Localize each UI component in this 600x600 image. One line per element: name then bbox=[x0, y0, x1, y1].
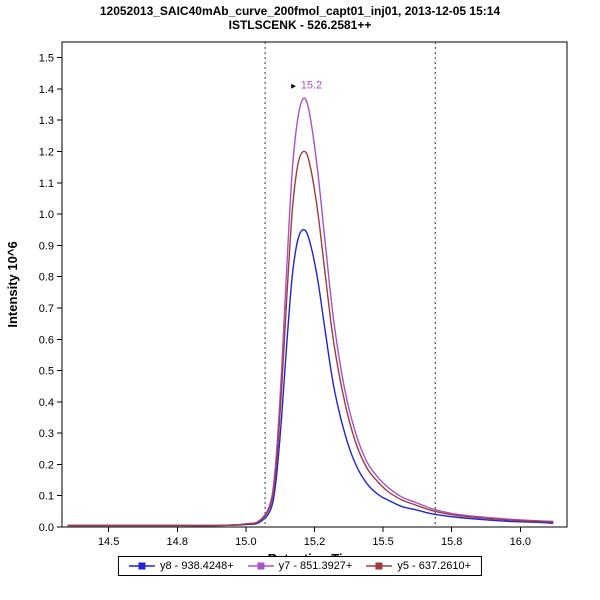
x-tick-label: 15.0 bbox=[235, 536, 256, 548]
x-tick-label: 15.2 bbox=[304, 536, 325, 548]
y-tick-label: 1.3 bbox=[39, 115, 54, 127]
y-tick-label: 0.3 bbox=[39, 428, 54, 440]
y-tick-label: 0.4 bbox=[39, 397, 54, 409]
y-axis-label: Intensity 10^6 bbox=[5, 241, 20, 327]
legend-item-label: y7 - 851.3927+ bbox=[278, 560, 353, 572]
legend-item: y7 - 851.3927+ bbox=[247, 560, 353, 572]
chart-title-line1: 12052013_SAIC40mAb_curve_200fmol_capt01_… bbox=[99, 4, 501, 18]
x-tick-label: 16.0 bbox=[510, 536, 531, 548]
y-tick-label: 1.2 bbox=[39, 147, 54, 159]
series-trace-2 bbox=[67, 150, 554, 527]
y-tick-label: 0.6 bbox=[39, 334, 54, 346]
y-tick-label: 1.5 bbox=[39, 53, 54, 65]
id-triangle-icon: ► bbox=[290, 81, 298, 90]
y-tick-label: 0.2 bbox=[39, 459, 54, 471]
legend-box: y8 - 938.4248+ y7 - 851.3927+ y5 - 637.261… bbox=[117, 556, 483, 576]
legend-item: y5 - 637.2610+ bbox=[366, 560, 471, 572]
y-tick-label: 0.9 bbox=[39, 240, 54, 252]
x-tick-label: 15.5 bbox=[372, 536, 393, 548]
y-tick-label: 1.1 bbox=[39, 178, 54, 190]
y-tick-label: 0.0 bbox=[39, 522, 54, 534]
y-tick-label: 0.7 bbox=[39, 303, 54, 315]
x-tick-label: 14.8 bbox=[167, 536, 188, 548]
x-tick-label: 14.5 bbox=[98, 536, 119, 548]
y-tick-label: 1.0 bbox=[39, 209, 54, 221]
y-tick-label: 0.8 bbox=[39, 272, 54, 284]
y-tick-label: 0.5 bbox=[39, 366, 54, 378]
legend-marker-icon bbox=[247, 562, 274, 570]
legend-marker-icon bbox=[366, 562, 393, 570]
legend-item-label: y5 - 637.2610+ bbox=[397, 560, 472, 572]
legend-item-label: y8 - 938.4248+ bbox=[159, 560, 234, 572]
plot-frame[interactable] bbox=[61, 41, 568, 528]
y-tick-label: 0.1 bbox=[39, 491, 54, 503]
series-trace-0 bbox=[67, 229, 554, 527]
legend-marker-icon bbox=[128, 562, 155, 570]
legend-item: y8 - 938.4248+ bbox=[128, 560, 234, 572]
y-tick-label: 1.4 bbox=[39, 84, 54, 96]
x-tick-label: 15.8 bbox=[441, 536, 462, 548]
peak-rt-label: 15.2 bbox=[301, 79, 322, 91]
chart-title-line2: ISTLSCENK - 526.2581++ bbox=[228, 18, 372, 32]
